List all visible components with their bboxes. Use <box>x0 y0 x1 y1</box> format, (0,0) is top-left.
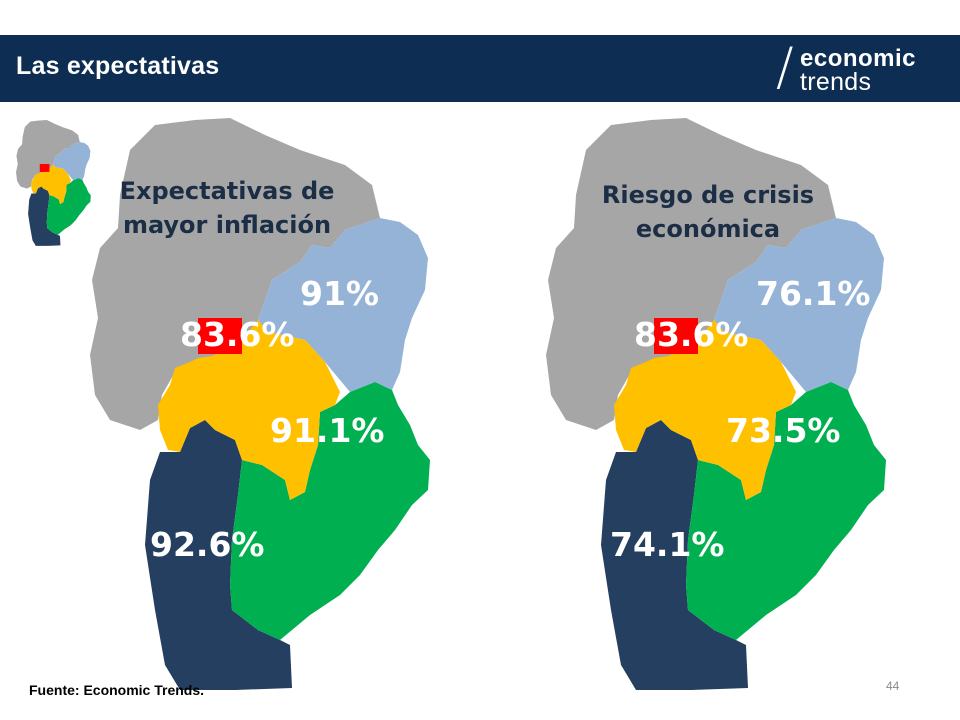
page-number: 44 <box>886 679 900 693</box>
map-title-line2: económica <box>635 215 781 243</box>
value-south-west: 74.1% <box>610 525 725 564</box>
value-south-west: 92.6% <box>150 525 265 564</box>
locator-map <box>16 120 91 246</box>
value-capital: 83.6% <box>634 315 749 354</box>
value-capital: 83.6% <box>180 315 295 354</box>
map-title-crisis: Riesgo de crisis económica <box>568 178 848 246</box>
value-center: 73.5% <box>726 411 841 450</box>
map-inflation <box>16 118 430 690</box>
map-title-line1: Riesgo de crisis <box>601 181 815 209</box>
slide-title: Las expectativas <box>16 52 220 80</box>
economic-trends-logo: / economic trends <box>776 41 946 97</box>
map-crisis-risk <box>546 118 886 690</box>
map-title-inflation: Expectativas de mayor inflación <box>92 174 362 242</box>
logo-line1: economic <box>800 45 917 72</box>
logo-slash-icon: / <box>776 37 794 97</box>
map-title-line2: mayor inflación <box>122 211 332 239</box>
region-capital <box>198 318 242 354</box>
value-center: 91.1% <box>270 411 385 450</box>
map-title-line1: Expectativas de <box>119 177 335 205</box>
value-north-east: 76.1% <box>756 274 871 313</box>
source-note: Fuente: Economic Trends. <box>29 682 205 698</box>
header-bar: Las expectativas / economic trends <box>0 35 960 102</box>
region-capital <box>654 318 698 354</box>
value-north-east: 91% <box>300 274 379 313</box>
logo-line2: trends <box>800 68 872 96</box>
